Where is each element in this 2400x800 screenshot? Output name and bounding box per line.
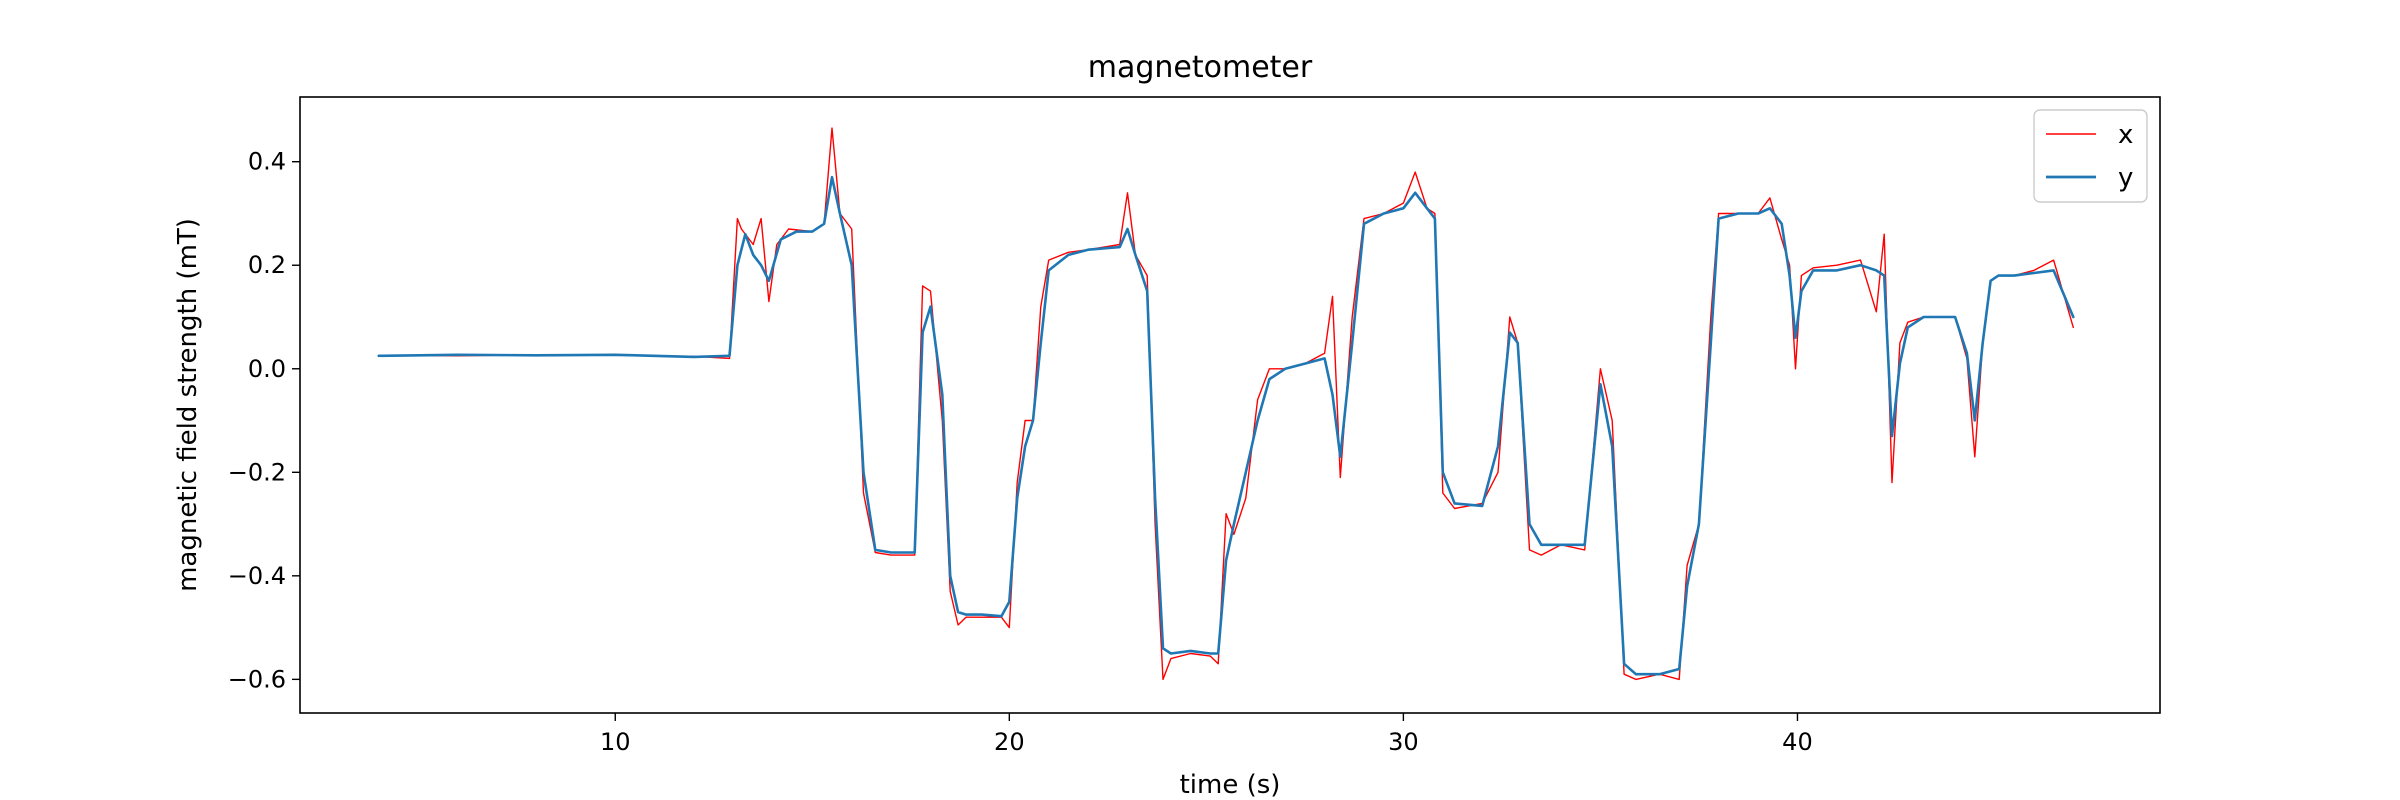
x-tick-label: 40 <box>1782 728 1813 756</box>
chart-title: magnetometer <box>1088 50 1313 85</box>
x-axis-label: time (s) <box>1180 770 1281 800</box>
plot-area <box>377 127 2075 681</box>
legend: x y <box>2033 109 2148 203</box>
x-tick-label: 20 <box>994 728 1025 756</box>
x-axis: 10 20 30 40 <box>600 713 1813 756</box>
y-tick-label: 0.2 <box>248 251 286 279</box>
y-axis: −0.6 −0.4 −0.2 0.0 0.2 0.4 <box>228 148 300 693</box>
y-tick-label: −0.6 <box>228 665 286 693</box>
series-line-x <box>378 127 2075 681</box>
legend-label-x: x <box>2118 120 2133 150</box>
y-tick-label: 0.4 <box>248 148 286 176</box>
x-tick-label: 30 <box>1388 728 1419 756</box>
y-axis-label: magnetic field strength (mT) <box>173 218 203 592</box>
y-tick-label: −0.4 <box>228 562 286 590</box>
legend-box <box>2033 109 2148 203</box>
legend-label-y: y <box>2118 163 2133 193</box>
series-line-y <box>377 175 2075 676</box>
x-tick-label: 10 <box>600 728 631 756</box>
series-layer <box>377 127 2075 681</box>
axes-frame <box>299 96 2161 714</box>
y-tick-label: 0.0 <box>248 355 286 383</box>
y-tick-label: −0.2 <box>228 458 286 486</box>
